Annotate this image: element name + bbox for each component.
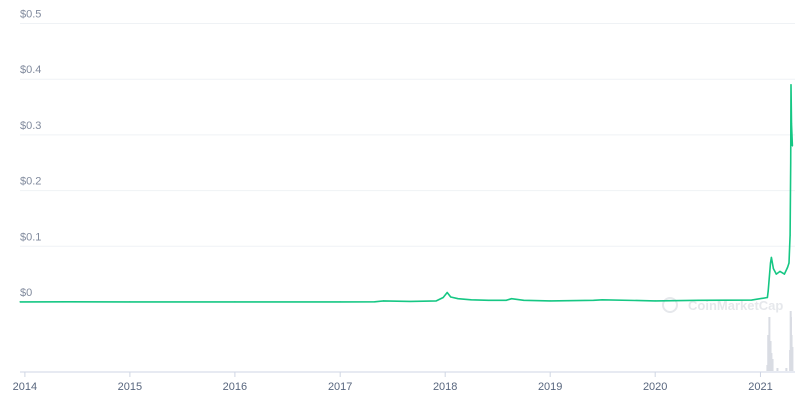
volume-bar xyxy=(770,353,773,371)
x-tick-label: 2017 xyxy=(328,381,352,393)
y-tick-label: $0.5 xyxy=(20,9,41,21)
price-point xyxy=(770,256,773,259)
price-point xyxy=(790,84,792,86)
price-line-layer xyxy=(19,84,794,303)
price-point xyxy=(457,298,459,300)
y-tick-label: $0.4 xyxy=(20,64,41,76)
volume-bar xyxy=(785,368,788,371)
price-point xyxy=(435,300,437,302)
x-axis: 2014 2015 2016 2017 2018 2019 2020 2021 xyxy=(13,372,773,393)
volume-bar xyxy=(791,347,794,371)
price-point xyxy=(772,267,775,270)
x-tick-label: 2014 xyxy=(13,381,37,393)
x-tick-label: 2018 xyxy=(433,381,457,393)
price-point xyxy=(339,301,341,303)
price-point xyxy=(374,301,376,303)
y-axis: $0 $0.1 $0.2 $0.3 $0.4 $0.5 xyxy=(20,9,41,300)
y-tick-label: $0.1 xyxy=(20,231,41,243)
price-point xyxy=(67,301,69,303)
price-point xyxy=(505,299,507,301)
price-point xyxy=(549,300,551,302)
watermark-logo-icon xyxy=(662,297,678,313)
x-tick-label: 2019 xyxy=(538,381,562,393)
price-point xyxy=(788,262,790,264)
price-point xyxy=(234,301,236,303)
price-point xyxy=(383,300,385,302)
y-tick-label: $0.3 xyxy=(20,120,41,132)
price-point xyxy=(767,290,769,292)
price-point xyxy=(791,145,794,147)
price-point xyxy=(129,301,131,303)
y-tick-label: $0.2 xyxy=(20,176,41,188)
price-point xyxy=(19,301,21,303)
volume-bar xyxy=(767,335,770,371)
price-point xyxy=(786,266,789,269)
price-point xyxy=(769,262,772,264)
price-point xyxy=(488,299,490,301)
price-point xyxy=(523,299,525,301)
price-point xyxy=(790,162,792,164)
price-point xyxy=(750,299,753,301)
price-point xyxy=(450,296,452,298)
y-tick-label: $0 xyxy=(20,287,32,299)
volume-bar xyxy=(771,359,774,371)
price-point xyxy=(775,273,777,275)
price-point xyxy=(409,300,411,303)
price-point xyxy=(783,273,785,275)
price-point xyxy=(470,299,472,301)
x-tick-label: 2016 xyxy=(223,381,247,393)
x-tick-label: 2015 xyxy=(118,381,142,393)
volume-bar xyxy=(768,317,771,371)
price-point xyxy=(789,234,791,236)
volume-bar xyxy=(776,368,779,371)
price-point xyxy=(779,270,781,272)
price-point xyxy=(790,123,793,125)
price-point xyxy=(446,291,448,294)
watermark: CoinMarketCap xyxy=(688,298,783,313)
x-tick-label: 2021 xyxy=(748,381,772,393)
volume-bars xyxy=(766,311,794,371)
price-point xyxy=(442,296,444,299)
price-point xyxy=(593,299,595,301)
price-point xyxy=(698,299,700,301)
grid-layer xyxy=(20,23,795,247)
price-point xyxy=(654,300,656,302)
price-point xyxy=(766,296,768,299)
price-point xyxy=(511,298,513,300)
x-tick-label: 2020 xyxy=(643,381,667,393)
price-point xyxy=(601,299,603,301)
price-line xyxy=(19,84,794,303)
